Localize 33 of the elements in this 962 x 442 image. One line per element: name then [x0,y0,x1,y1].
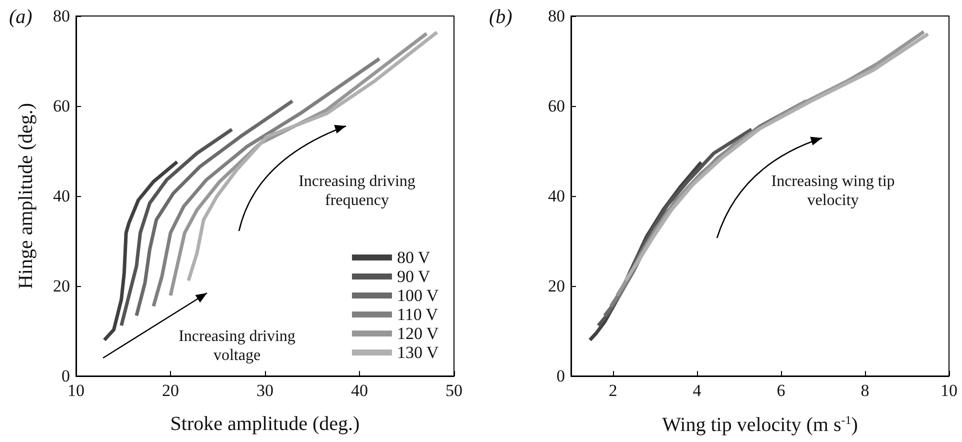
x-tick-label: 8 [860,381,870,400]
legend-label: 110 V [396,305,439,324]
x-tick-label: 40 [351,381,368,400]
x-tick-label: 20 [162,381,179,400]
legend-label: 130 V [396,343,440,362]
x-tick-label: 50 [446,381,462,400]
x-tick-label: 30 [256,381,274,400]
legend-label: 90 V [396,267,431,286]
y-tick-label: 80 [53,6,70,26]
y-tick-label: 0 [62,366,70,386]
x-tick-label: 2 [608,381,618,400]
x-tick-label: 4 [692,381,702,400]
x-tick-label: 6 [776,381,786,400]
y-tick-label: 60 [53,96,70,116]
y-axis-title: Hinge amplitude (deg.) [15,102,37,290]
y-tick-label: 20 [53,276,70,296]
legend-label: 80 V [396,248,431,267]
y-tick-label: 40 [53,186,70,206]
y-tick-label: 0 [556,366,565,386]
y-tick-label: 40 [548,186,565,206]
x-tick-label: 10 [940,381,958,400]
legend-label: 120 V [396,324,440,343]
y-tick-label: 60 [548,96,565,116]
annotation: Increasing driving voltage [178,327,296,365]
y-tick-label: 20 [548,276,565,296]
x-tick-label: 10 [68,381,84,400]
chart-title: (a) [9,6,33,28]
annotation: Increasing wing tip velocity [771,172,895,210]
x-axis-title: Stroke amplitude (deg.) [170,413,360,435]
legend-label: 100 V [396,286,440,305]
chart-title: (b) [489,6,513,28]
y-tick-label: 80 [548,6,565,26]
annotation: Increasing driving frequency [298,172,416,210]
